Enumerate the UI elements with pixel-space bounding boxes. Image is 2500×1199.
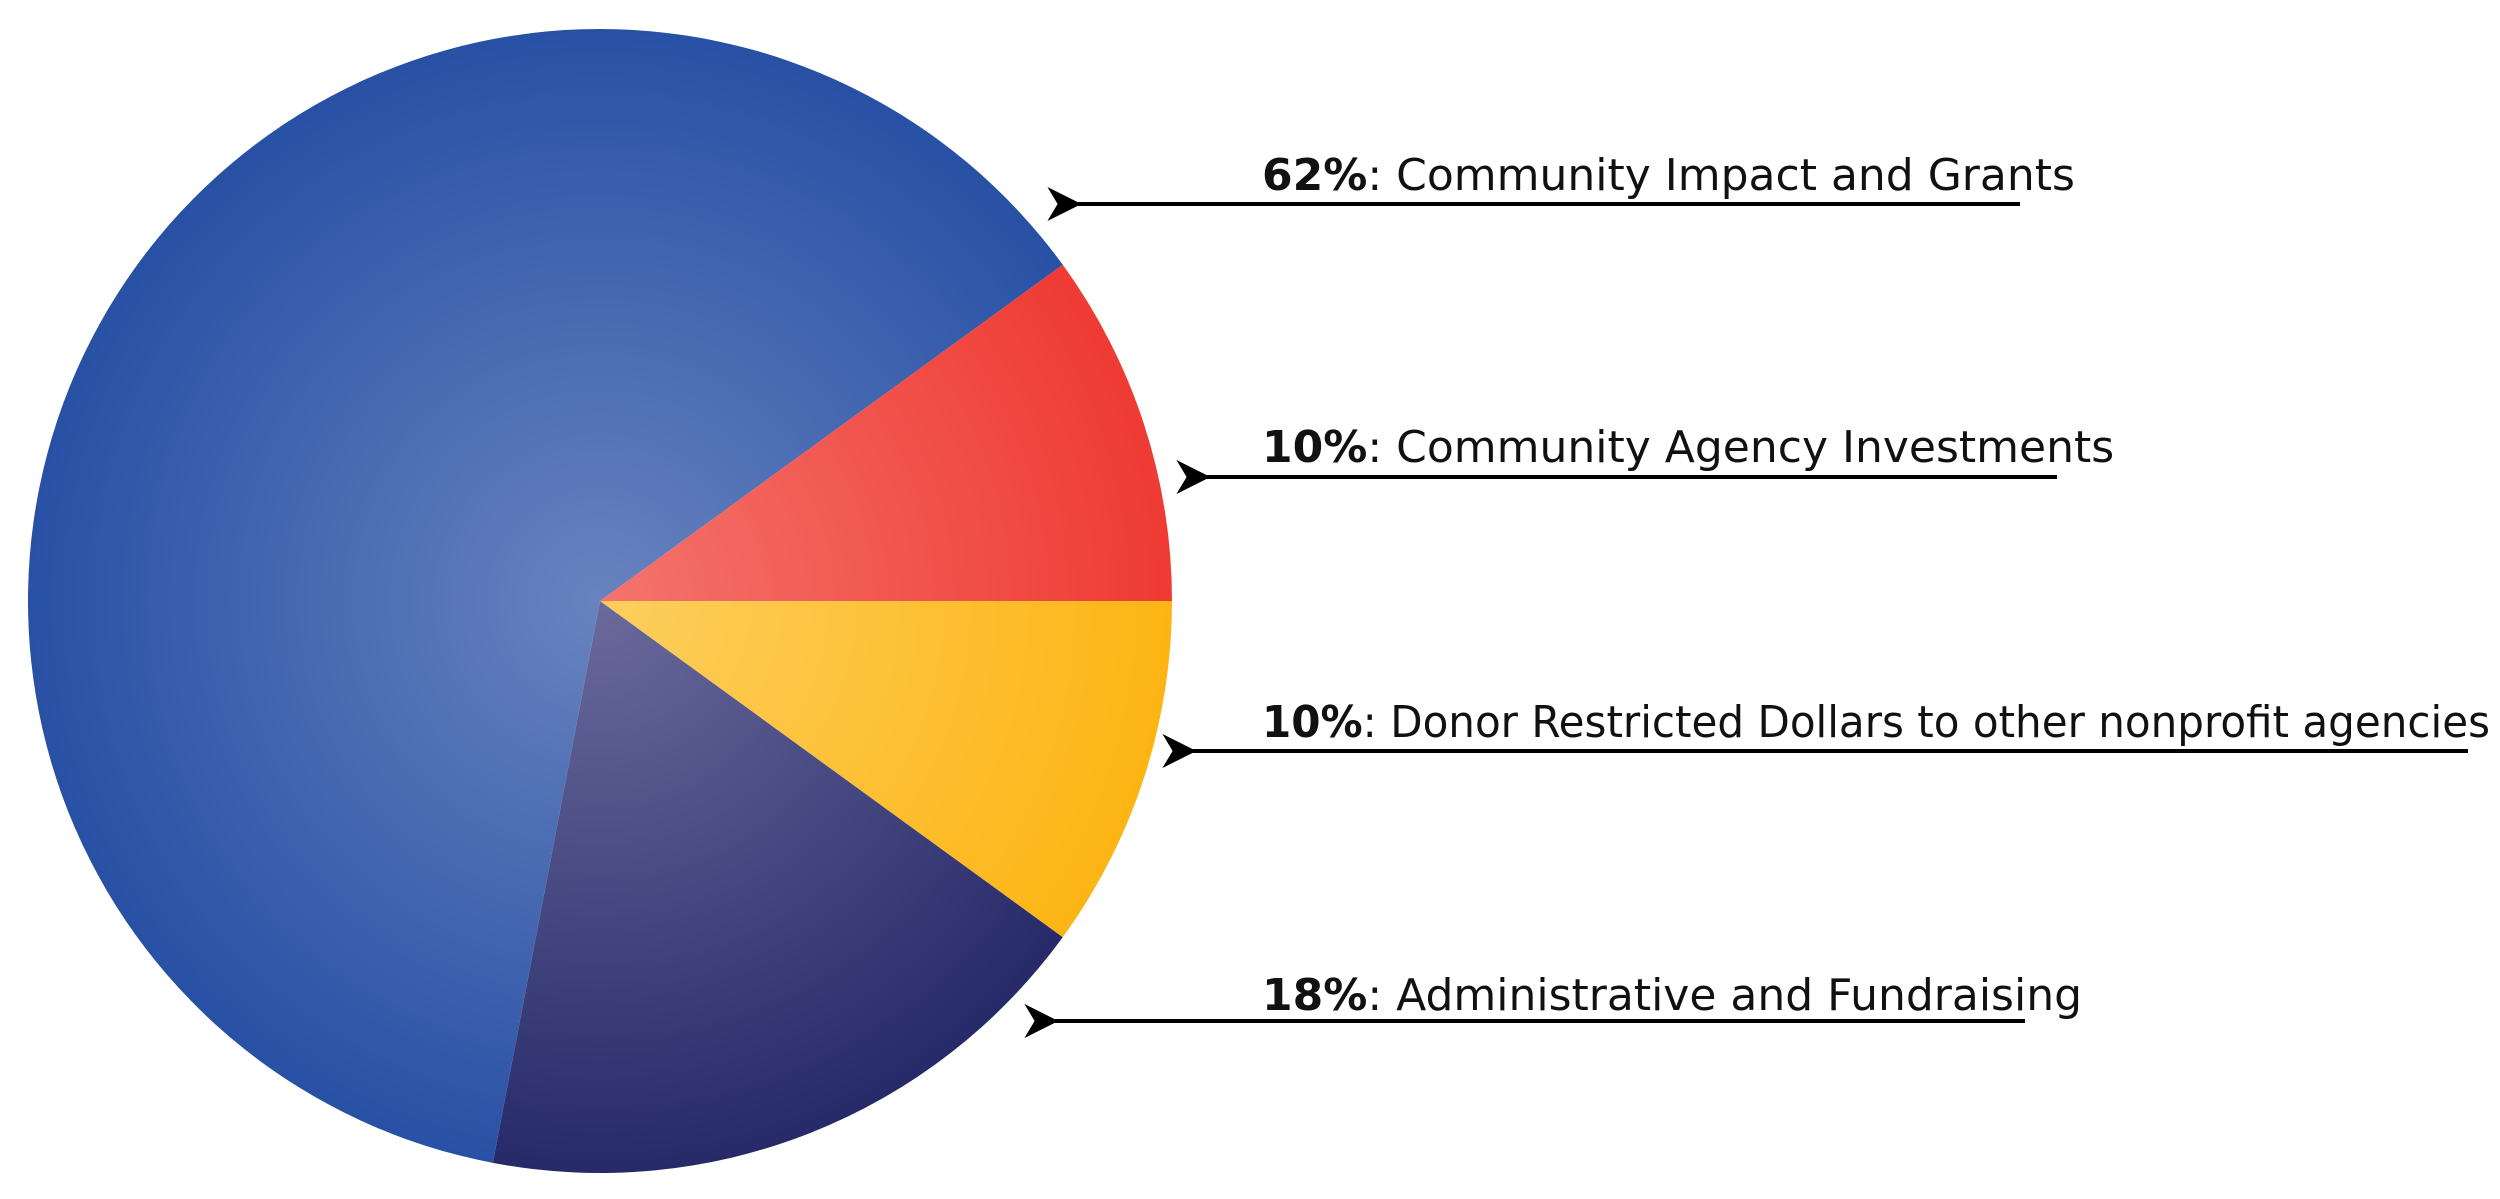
legend-label: 10%: Community Agency Investments: [1262, 422, 2114, 473]
legend-percent: 10%: [1262, 697, 1363, 748]
legend-separator: :: [1367, 970, 1396, 1021]
pie-slice-donor-restricted-dollars-to-other-nonprofit-agencies: [600, 601, 1172, 938]
legend: 62%: Community Impact and Grants 10%: Com…: [1024, 150, 2490, 1038]
legend-category: Administrative and Fundraising: [1396, 970, 2082, 1021]
legend-percent: 18%: [1262, 970, 1367, 1021]
legend-category: Community Impact and Grants: [1396, 150, 2075, 201]
legend-percent: 62%: [1262, 150, 1367, 201]
legend-item: 10%: Donor Restricted Dollars to other n…: [1162, 697, 2490, 768]
pie-slice-community-agency-investments: [600, 264, 1172, 601]
pie-slices: [28, 29, 1172, 1174]
pie-slice-community-impact-and-grants: [28, 29, 1063, 1163]
legend-item: 10%: Community Agency Investments: [1176, 422, 2114, 494]
legend-item: 62%: Community Impact and Grants: [1047, 150, 2075, 221]
legend-label: 62%: Community Impact and Grants: [1262, 150, 2075, 201]
pie-slice-administrative-and-fundraising: [492, 601, 1063, 1174]
legend-percent: 10%: [1262, 422, 1367, 473]
legend-separator: :: [1367, 422, 1396, 473]
legend-item: 18%: Administrative and Fundraising: [1024, 970, 2082, 1038]
legend-label: 10%: Donor Restricted Dollars to other n…: [1262, 697, 2490, 748]
legend-category: Donor Restricted Dollars to other nonpro…: [1390, 697, 2490, 748]
legend-label: 18%: Administrative and Fundraising: [1262, 970, 2082, 1021]
legend-separator: :: [1367, 150, 1396, 201]
legend-category: Community Agency Investments: [1396, 422, 2114, 473]
legend-separator: :: [1363, 697, 1391, 748]
